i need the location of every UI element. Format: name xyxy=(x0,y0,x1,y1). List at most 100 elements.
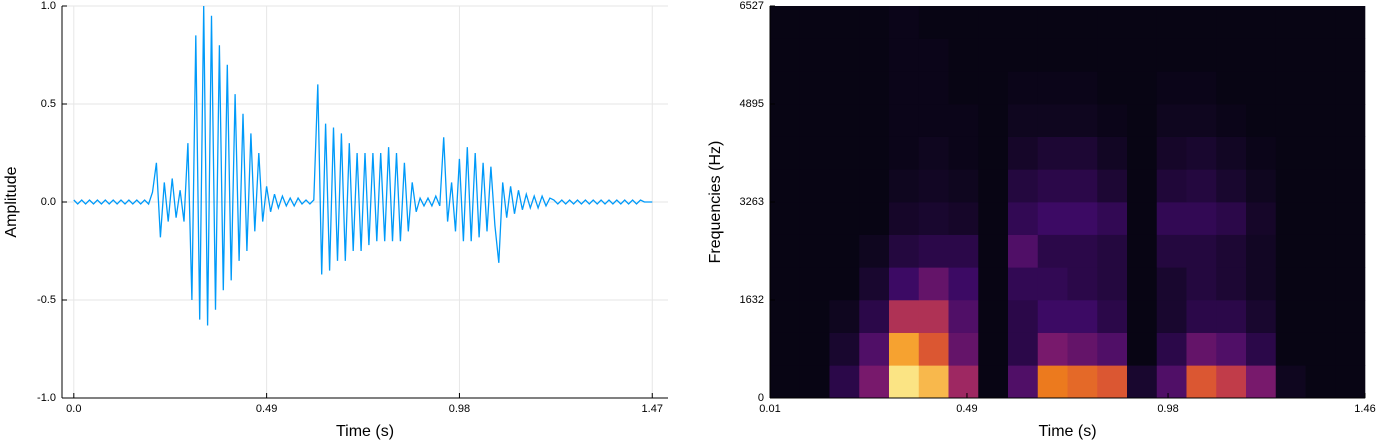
heat-cell xyxy=(859,136,890,170)
y-tick-label: 4895 xyxy=(740,98,764,110)
heat-cell xyxy=(799,6,830,39)
heat-cell xyxy=(918,169,949,203)
heat-cell xyxy=(829,6,860,39)
y-tick-label: -0.5 xyxy=(37,294,56,306)
y-tick-label: 0.5 xyxy=(41,98,56,110)
heat-cell xyxy=(1275,38,1306,72)
heat-cell xyxy=(1186,136,1217,170)
heat-cell xyxy=(770,71,801,105)
heat-cell xyxy=(829,104,860,137)
heat-cell xyxy=(1067,71,1098,105)
heat-cell xyxy=(1008,365,1039,399)
heat-cell xyxy=(1008,104,1039,137)
heat-cell xyxy=(1186,6,1217,39)
heat-cell xyxy=(1186,234,1217,268)
heat-cell xyxy=(1097,38,1128,72)
heat-cell xyxy=(1275,169,1306,203)
heat-cell xyxy=(799,71,830,105)
heat-cell xyxy=(1037,332,1068,366)
heat-cell xyxy=(1067,234,1098,268)
heat-cell xyxy=(889,38,920,72)
heat-cell xyxy=(1335,71,1366,105)
heat-cell xyxy=(918,234,949,268)
heat-cell xyxy=(1037,234,1068,268)
heat-cell xyxy=(1067,332,1098,366)
heat-cell xyxy=(1037,6,1068,39)
heat-cell xyxy=(1037,71,1068,105)
heat-cell xyxy=(978,365,1009,399)
waveform xyxy=(73,5,653,326)
heat-cell xyxy=(859,6,890,39)
heat-cell xyxy=(1008,38,1039,72)
heat-cell xyxy=(1127,169,1158,203)
heat-cell xyxy=(1246,234,1277,268)
heat-cell xyxy=(1216,202,1247,235)
heat-cell xyxy=(1335,6,1366,39)
heat-cell xyxy=(770,136,801,170)
heat-cell xyxy=(1127,38,1158,72)
heat-cell xyxy=(1305,267,1336,301)
heat-cell xyxy=(1067,6,1098,39)
heat-cell xyxy=(1008,136,1039,170)
heat-cell xyxy=(1305,71,1336,105)
heat-cell xyxy=(1127,104,1158,137)
heat-cell xyxy=(1216,299,1247,333)
heat-cell xyxy=(918,104,949,137)
x-tick-label: 0.49 xyxy=(956,403,977,415)
heat-cell xyxy=(770,104,801,137)
heat-cell xyxy=(1156,365,1187,399)
heat-cell xyxy=(1037,267,1068,301)
heat-cell xyxy=(1156,136,1187,170)
heat-cell xyxy=(1097,104,1128,137)
heat-cell xyxy=(1037,104,1068,137)
heat-cell xyxy=(1097,136,1128,170)
heat-cell xyxy=(799,234,830,268)
heat-cell xyxy=(829,234,860,268)
heat-cell xyxy=(1335,104,1366,137)
heat-cell xyxy=(1246,267,1277,301)
heat-cell xyxy=(1186,202,1217,235)
heat-cell xyxy=(1127,202,1158,235)
heat-cell xyxy=(1275,71,1306,105)
heat-cell xyxy=(1246,104,1277,137)
x-tick-label: 1.46 xyxy=(1354,403,1375,415)
heat-cell xyxy=(1246,332,1277,366)
heat-cell xyxy=(799,38,830,72)
heat-cell xyxy=(770,332,801,366)
heat-cell xyxy=(1008,234,1039,268)
heat-cell xyxy=(1335,234,1366,268)
heat-cell xyxy=(859,38,890,72)
heat-cell xyxy=(918,71,949,105)
heat-cell xyxy=(1008,267,1039,301)
heat-cell xyxy=(948,38,979,72)
heat-cell xyxy=(948,365,979,399)
heat-cell xyxy=(829,202,860,235)
heat-cell xyxy=(948,169,979,203)
heat-cell xyxy=(1275,202,1306,235)
heat-cell xyxy=(889,71,920,105)
heat-cell xyxy=(1186,332,1217,366)
heat-cell xyxy=(1156,169,1187,203)
heat-cell xyxy=(978,234,1009,268)
y-tick-label: 0.0 xyxy=(41,196,56,208)
x-tick-label: 0.0 xyxy=(66,403,81,415)
heat-cell xyxy=(1097,299,1128,333)
heat-cell xyxy=(978,6,1009,39)
heat-cell xyxy=(1067,202,1098,235)
heat-cell xyxy=(948,71,979,105)
heat-cell xyxy=(918,6,949,39)
x-tick-label: 0.98 xyxy=(1157,403,1178,415)
heat-cell xyxy=(1097,202,1128,235)
heat-cell xyxy=(1246,136,1277,170)
heat-cell xyxy=(918,267,949,301)
heat-cell xyxy=(978,38,1009,72)
heat-cell xyxy=(918,202,949,235)
heat-cell xyxy=(1067,136,1098,170)
heat-cell xyxy=(948,6,979,39)
heat-cell xyxy=(948,104,979,137)
y-axis-title: Amplitude xyxy=(3,166,20,237)
heat-cell xyxy=(829,136,860,170)
heat-cell xyxy=(889,6,920,39)
heat-cell xyxy=(1127,267,1158,301)
heat-cell xyxy=(1305,6,1336,39)
